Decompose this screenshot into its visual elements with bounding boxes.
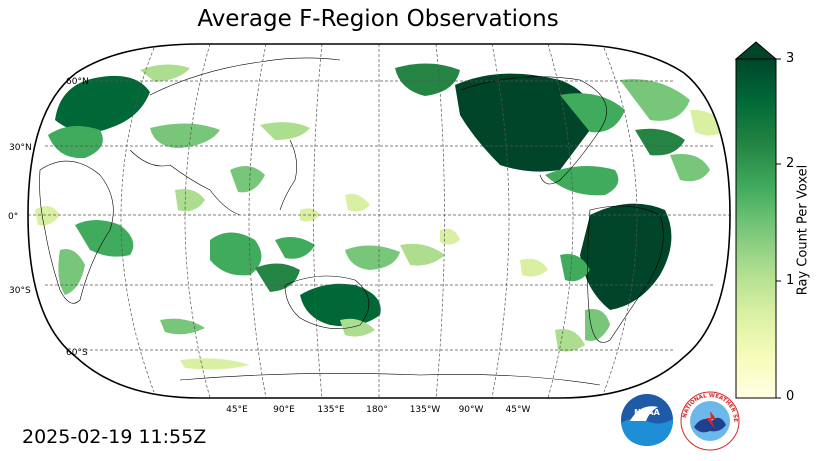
map-title: Average F-Region Observations xyxy=(197,6,559,32)
colorbar-tick-3: 3 xyxy=(786,51,795,66)
colorbar-tick-2: 2 xyxy=(786,156,795,171)
colorbar-extend-arrow xyxy=(734,41,778,60)
observation-field xyxy=(35,63,725,370)
nws-logo: NATIONAL WEATHER SERVICE xyxy=(680,391,740,451)
lon-label-45w: 45°W xyxy=(506,405,531,415)
lat-label-30s: 30°S xyxy=(9,286,31,296)
colorbar-tick-1: 1 xyxy=(786,273,795,288)
lon-label-90w: 90°W xyxy=(459,405,484,415)
colorbar-tick-0: 0 xyxy=(786,389,795,404)
lon-label-90e: 90°E xyxy=(273,405,295,415)
timestamp: 2025-02-19 11:55Z xyxy=(22,426,207,448)
noaa-logo: NOAA xyxy=(621,394,673,446)
lat-label-60n: 60°N xyxy=(66,77,89,87)
lat-label-60s: 60°S xyxy=(66,348,88,358)
lon-label-45e: 45°E xyxy=(226,405,248,415)
lat-label-eq: 0° xyxy=(8,212,18,222)
lon-label-135e: 135°E xyxy=(317,405,345,415)
lon-label-180: 180° xyxy=(366,405,388,415)
colorbar-label: Ray Count Per Voxel xyxy=(795,164,811,296)
colorbar xyxy=(734,41,781,399)
lon-label-135w: 135°W xyxy=(410,405,441,415)
svg-text:NOAA: NOAA xyxy=(634,408,660,417)
globe-outline xyxy=(27,43,731,399)
coastlines xyxy=(39,57,664,386)
lat-label-30n: 30°N xyxy=(9,143,32,153)
graticule xyxy=(28,44,730,398)
